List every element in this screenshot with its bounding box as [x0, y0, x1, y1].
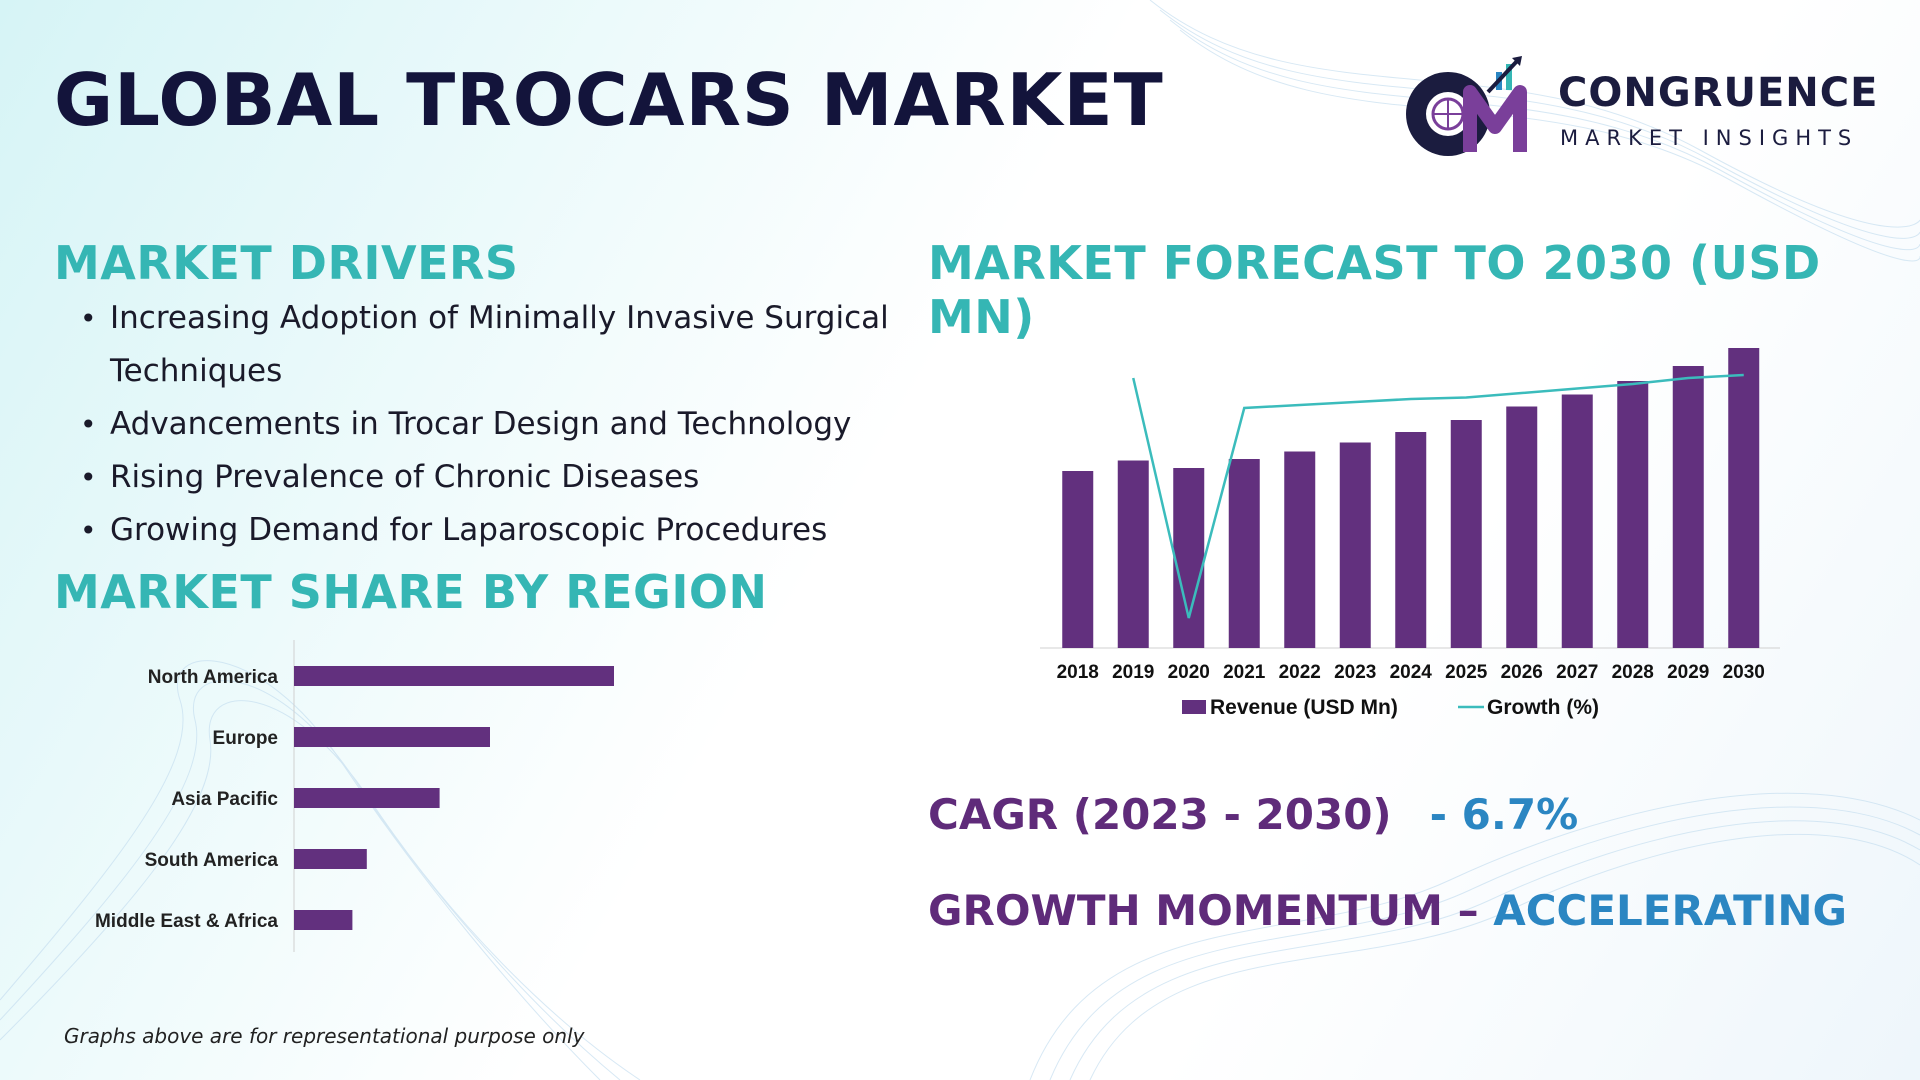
year-tick-label: 2023: [1334, 662, 1376, 683]
footnote: Graphs above are for representational pu…: [64, 1024, 585, 1048]
year-tick-label: 2027: [1556, 662, 1598, 683]
driver-item: Growing Demand for Laparoscopic Procedur…: [80, 504, 920, 557]
region-bar: [294, 910, 353, 930]
revenue-bar: [1173, 468, 1205, 648]
year-tick-label: 2020: [1168, 662, 1210, 683]
region-bar: [294, 788, 440, 808]
region-label: Asia Pacific: [171, 789, 278, 810]
region-bar: [294, 849, 367, 869]
year-tick-label: 2025: [1445, 662, 1488, 683]
revenue-bar: [1062, 471, 1094, 648]
year-tick-label: 2028: [1612, 662, 1654, 683]
revenue-bar: [1284, 451, 1316, 648]
cm-logo-icon: [1406, 56, 1527, 156]
legend-revenue-label: Revenue (USD Mn): [1210, 696, 1398, 719]
revenue-bar: [1339, 442, 1371, 648]
year-tick-label: 2029: [1667, 662, 1709, 683]
growth-momentum-kpi: GROWTH MOMENTUM – ACCELERATING: [928, 886, 1847, 935]
region-share-heading: MARKET SHARE BY REGION: [54, 565, 768, 619]
market-drivers-heading: MARKET DRIVERS: [54, 236, 519, 290]
driver-item: Advancements in Trocar Design and Techno…: [80, 398, 920, 451]
region-label: Europe: [213, 728, 278, 749]
momentum-label: GROWTH MOMENTUM –: [928, 886, 1494, 935]
region-bar: [294, 666, 614, 686]
revenue-bar: [1395, 432, 1427, 648]
market-drivers-list: Increasing Adoption of Minimally Invasiv…: [80, 292, 920, 557]
revenue-bar: [1728, 348, 1760, 648]
revenue-bar: [1672, 366, 1704, 648]
year-tick-label: 2022: [1279, 662, 1321, 683]
driver-item: Increasing Adoption of Minimally Invasiv…: [80, 292, 920, 398]
forecast-heading: MARKET FORECAST TO 2030 (USD MN): [928, 236, 1821, 344]
year-tick-label: 2026: [1501, 662, 1543, 683]
forecast-chart: 2018 2019 2020 2021 2022 2023 2024 2025 2026 2027…: [1040, 348, 1780, 719]
legend-growth-label: Growth (%): [1487, 696, 1599, 719]
logo-subtitle-text: MARKET INSIGHTS: [1560, 126, 1859, 150]
revenue-bar: [1228, 459, 1260, 648]
region-label: Middle East & Africa: [95, 911, 278, 932]
year-tick-label: 2024: [1390, 662, 1433, 683]
revenue-bar: [1450, 420, 1482, 648]
legend-revenue-swatch: [1182, 700, 1206, 714]
company-logo: CONGRUENCE MARKET INSIGHTS: [1400, 52, 1880, 162]
revenue-bar: [1506, 406, 1538, 648]
page-title: GLOBAL TROCARS MARKET: [54, 58, 1164, 142]
region-bar: [294, 727, 490, 747]
growth-line: [1132, 373, 1744, 619]
momentum-value: ACCELERATING: [1493, 886, 1847, 935]
region-share-chart: North America Europe Asia Pacific South Ame…: [95, 640, 614, 952]
region-label: South America: [145, 850, 279, 871]
driver-item: Rising Prevalence of Chronic Diseases: [80, 451, 920, 504]
revenue-bar: [1617, 381, 1649, 648]
year-tick-label: 2019: [1112, 662, 1154, 683]
cagr-kpi: CAGR (2023 - 2030) - 6.7%: [928, 790, 1578, 839]
logo-brand-text: CONGRUENCE: [1558, 70, 1879, 116]
cagr-label: CAGR (2023 - 2030): [928, 790, 1392, 839]
region-label: North America: [148, 667, 279, 688]
cagr-value: - 6.7%: [1429, 790, 1579, 839]
year-tick-label: 2030: [1723, 662, 1765, 683]
year-tick-label: 2018: [1057, 662, 1099, 683]
year-tick-label: 2021: [1223, 662, 1266, 683]
revenue-bar: [1117, 460, 1149, 648]
revenue-bar: [1561, 394, 1593, 648]
